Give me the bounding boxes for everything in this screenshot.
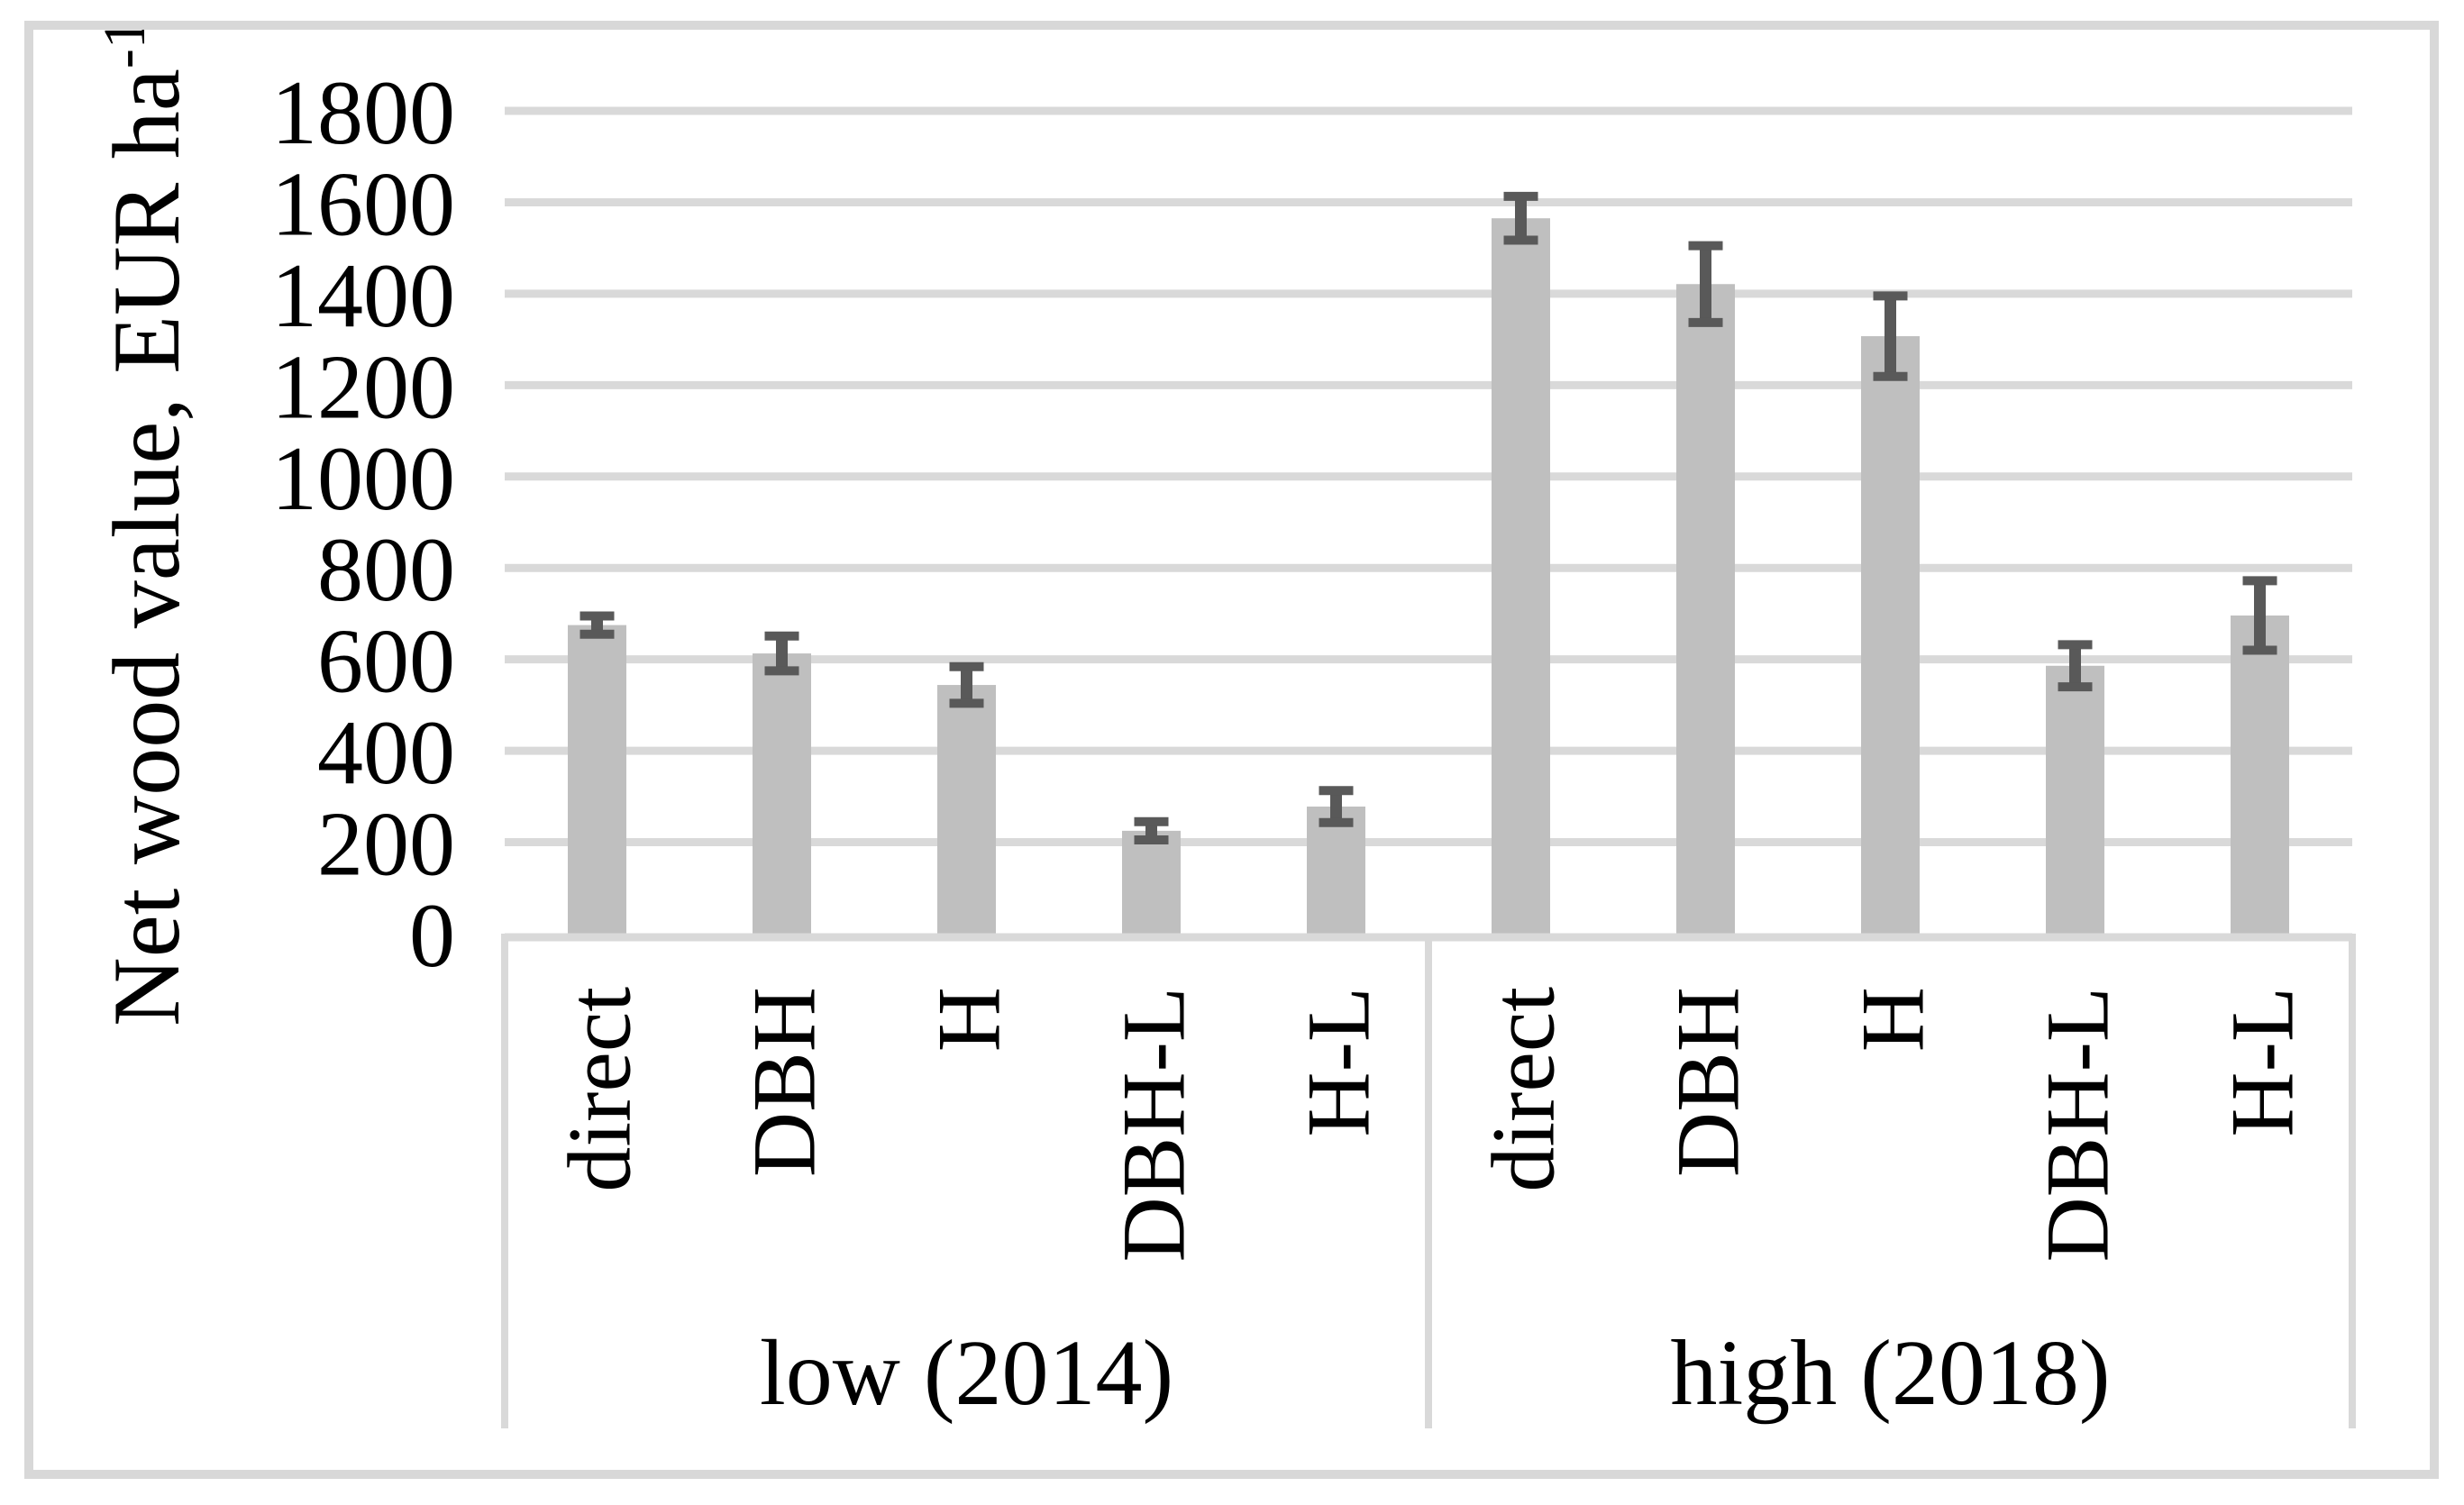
bar-h-low [937,685,996,934]
y-tick-label: 1600 [271,153,455,255]
y-tick-label: 400 [317,702,455,804]
category-label: H [919,987,1019,1052]
bar-dbh-high [1676,284,1735,935]
y-tick-label: 800 [317,519,455,621]
bar-h-l-high [2231,615,2289,934]
category-label: direct [1474,987,1574,1192]
y-tick-label: 1200 [271,336,455,438]
category-label: DBH [1658,987,1758,1177]
y-tick-label: 1000 [271,428,455,530]
y-tick-label: 600 [317,611,455,713]
category-label: DBH-L [1104,987,1204,1263]
y-axis-title: Net wood value, EUR ha-1 [92,19,199,1026]
category-label: H-L [1289,987,1389,1137]
bar-dbh-low [753,653,811,934]
y-tick-label: 1400 [271,245,455,347]
y-tick-label: 200 [317,794,455,896]
bar-h-high [1861,336,1920,934]
bar-dbh-l-high [2046,665,2104,934]
category-label: direct [550,987,650,1192]
bar-direct-high [1492,218,1550,935]
group-label: high (2018) [1670,1321,2110,1425]
bar-h-l-low [1307,806,1365,934]
group-label: low (2014) [760,1321,1173,1425]
y-tick-label: 0 [409,885,455,987]
category-label: DBH [735,987,835,1177]
bar-direct-low [568,625,626,934]
bar-dbh-l-low [1122,830,1181,934]
category-label: DBH-L [2028,987,2128,1263]
category-label: H-L [2213,987,2313,1137]
chart-border [24,21,2439,1479]
y-tick-label: 1800 [271,62,455,164]
category-label: H [1843,987,1943,1052]
